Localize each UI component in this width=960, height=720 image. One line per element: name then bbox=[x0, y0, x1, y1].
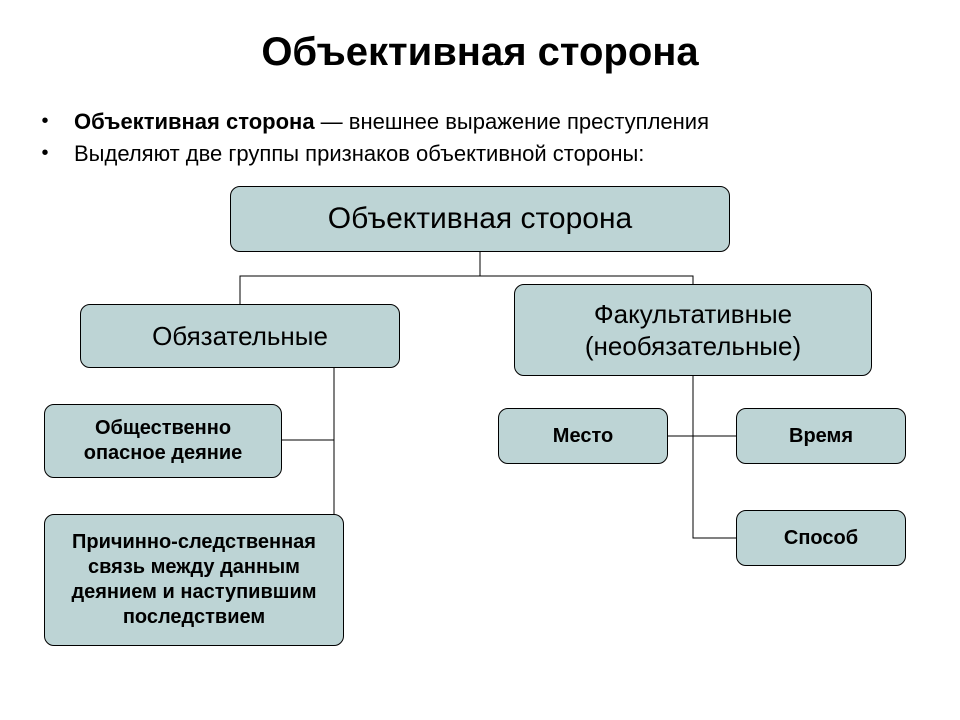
bullet-dot-icon: • bbox=[40, 108, 50, 134]
connector-line bbox=[693, 376, 736, 436]
bullet-item: • Выделяют две группы признаков объективн… bbox=[40, 140, 709, 168]
node-root: Объективная сторона bbox=[230, 186, 730, 252]
node-r1: Место bbox=[498, 408, 668, 464]
bullet-dot-icon: • bbox=[40, 140, 50, 166]
node-r3: Способ bbox=[736, 510, 906, 566]
connector-line bbox=[480, 252, 693, 284]
connector-line bbox=[240, 252, 480, 304]
connector-line bbox=[668, 376, 693, 436]
title-text: Объективная сторона bbox=[261, 30, 698, 74]
node-leftA: Обязательные bbox=[80, 304, 400, 368]
node-rightA: Факультативные (необязательные) bbox=[514, 284, 872, 376]
node-l1: Общественно опасное деяние bbox=[44, 404, 282, 478]
node-l2: Причинно-следственная связь между данным… bbox=[44, 514, 344, 646]
node-r2: Время bbox=[736, 408, 906, 464]
bullet-item: • Объективная сторона — внешнее выражение… bbox=[40, 108, 709, 136]
connector-line bbox=[693, 376, 736, 538]
bullet-text: Выделяют две группы признаков объективно… bbox=[74, 140, 644, 168]
definition-bullets: • Объективная сторона — внешнее выражение… bbox=[40, 108, 709, 172]
connector-line bbox=[282, 368, 334, 440]
page-title: Объективная сторона bbox=[0, 30, 960, 75]
bullet-text: Объективная сторона — внешнее выражение … bbox=[74, 108, 709, 136]
